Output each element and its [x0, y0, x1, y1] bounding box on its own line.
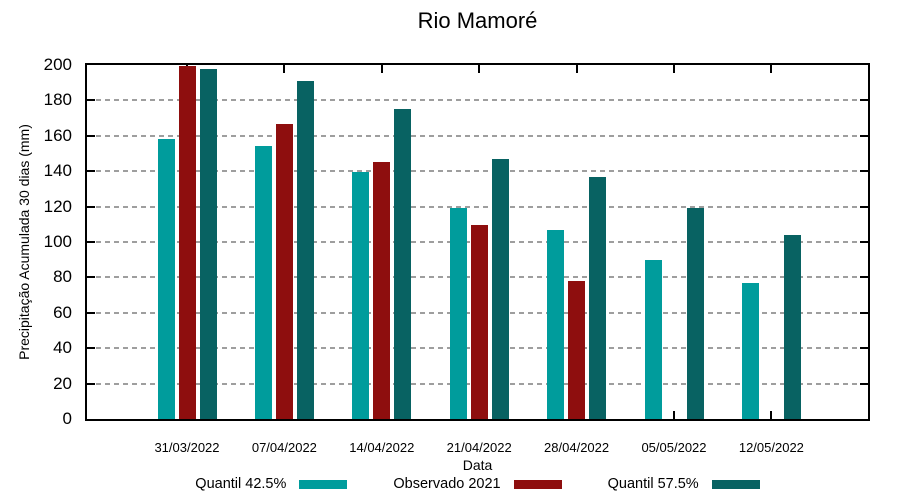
x-axis-tick: [673, 65, 675, 73]
y-axis-tick: [87, 134, 95, 137]
x-axis-tick: [770, 65, 773, 73]
bar-quantil-42-5-: [644, 259, 662, 419]
legend-label: Quantil 57.5%: [607, 476, 699, 492]
x-tick-label: 12/05/2022: [738, 440, 804, 455]
bar-observado-2021: [275, 124, 293, 419]
x-axis-tick: [478, 65, 481, 73]
legend: Quantil 42.5% Observado 2021 Quantil 57.5%: [85, 476, 870, 492]
y-axis-tick: [87, 241, 95, 243]
bar-observado-2021: [373, 162, 391, 419]
bar-observado-2021: [568, 280, 586, 419]
y-axis-tick: [860, 311, 868, 314]
legend-label: Quantil 42.5%: [195, 476, 287, 492]
bar-quantil-57-5-: [783, 234, 801, 419]
legend-entry: Quantil 57.5%: [608, 476, 760, 492]
y-axis-tick: [860, 241, 868, 243]
legend-swatch: [711, 479, 760, 489]
y-axis-tick: [860, 134, 868, 137]
bar-quantil-42-5-: [352, 172, 370, 419]
y-tick-label: 0: [62, 409, 72, 428]
bar-quantil-57-5-: [491, 158, 509, 419]
y-axis-tick: [860, 99, 868, 102]
y-tick-label: 40: [53, 338, 72, 358]
y-axis-tick: [860, 347, 868, 350]
bar-quantil-42-5-: [547, 229, 565, 419]
x-tick-label: 07/04/2022: [251, 440, 317, 455]
bar-quantil-42-5-: [254, 145, 272, 419]
bar-observado-2021: [178, 65, 196, 419]
gridline: [87, 205, 868, 208]
legend-swatch: [513, 479, 562, 489]
y-axis-tick: [87, 347, 95, 350]
x-tick-label: 21/04/2022: [446, 440, 512, 455]
legend-entry: Quantil 42.5%: [195, 476, 348, 492]
gridline: [87, 99, 868, 102]
x-tick-label: 14/04/2022: [349, 440, 415, 455]
bar-quantil-42-5-: [157, 139, 175, 419]
y-tick-label: 20: [53, 373, 72, 393]
x-axis-tick: [575, 65, 578, 73]
plot-area: [85, 63, 870, 421]
y-axis-tick: [860, 170, 868, 173]
y-axis-tick: [860, 205, 868, 208]
x-tick-label: 05/05/2022: [641, 440, 707, 455]
y-tick-label: 140: [43, 161, 72, 181]
gridline: [87, 134, 868, 137]
bar-quantil-57-5-: [394, 109, 412, 419]
bar-quantil-57-5-: [686, 207, 704, 419]
x-axis-tick: [283, 65, 286, 73]
y-axis-tick: [87, 205, 95, 208]
y-axis-tick: [87, 170, 95, 173]
x-tick-label: 31/03/2022: [154, 440, 220, 455]
legend-swatch: [299, 479, 348, 489]
y-tick-label: 180: [43, 90, 72, 110]
y-axis-tick-labels: 0 20 40 60 80 100 120 140 160 180 200: [0, 0, 72, 500]
x-tick-label: 28/04/2022: [544, 440, 610, 455]
y-tick-label: 160: [43, 125, 72, 145]
legend-entry: Observado 2021: [393, 476, 562, 492]
y-tick-label: 100: [43, 232, 72, 251]
y-axis-tick: [860, 382, 868, 385]
y-axis-tick: [87, 99, 95, 102]
y-axis-tick: [860, 276, 868, 279]
y-axis-tick: [87, 382, 95, 385]
y-tick-label: 60: [53, 302, 72, 322]
y-axis-tick: [87, 311, 95, 314]
y-tick-label: 120: [43, 196, 72, 216]
x-axis-tick: [380, 65, 383, 73]
bar-quantil-57-5-: [296, 80, 314, 419]
bar-observado-2021: [470, 225, 488, 419]
gridline: [87, 170, 868, 173]
x-axis-tick: [673, 411, 675, 419]
bar-quantil-57-5-: [589, 176, 607, 419]
y-axis-tick: [87, 276, 95, 279]
bar-quantil-42-5-: [449, 208, 467, 419]
bar-quantil-42-5-: [741, 282, 759, 419]
legend-label: Observado 2021: [393, 476, 501, 492]
y-tick-label: 80: [53, 267, 72, 287]
y-tick-label: 200: [43, 55, 72, 74]
x-axis-label: Data: [462, 457, 493, 473]
x-axis-tick: [770, 411, 773, 419]
bar-quantil-57-5-: [199, 69, 217, 419]
chart-title: Rio Mamoré: [417, 8, 538, 33]
